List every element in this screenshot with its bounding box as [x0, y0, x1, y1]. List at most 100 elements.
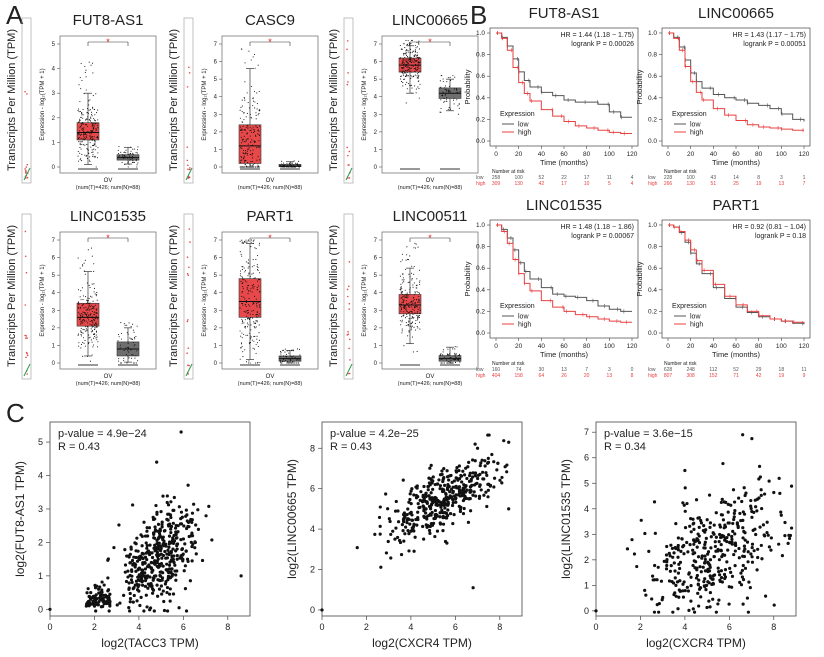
scatter-point	[719, 500, 723, 505]
scatter-point	[402, 520, 406, 524]
jitter-point	[407, 50, 409, 52]
scatter-point	[482, 477, 486, 481]
jitter-point	[410, 60, 412, 62]
tpm-strip-point	[25, 166, 28, 168]
jitter-point	[258, 285, 260, 287]
scatter-point	[706, 552, 710, 556]
jitter-point	[96, 318, 98, 320]
jitter-point	[93, 126, 95, 128]
scatter-point	[179, 522, 184, 526]
jitter-point	[409, 306, 411, 308]
tpm-strip-point	[186, 320, 189, 323]
jitter-point	[409, 314, 411, 316]
scatter-point	[408, 492, 412, 496]
jitter-point	[240, 147, 242, 149]
scatter-point	[772, 490, 776, 495]
jitter-point	[399, 288, 401, 291]
chart-title: PART1	[713, 197, 760, 214]
jitter-point	[80, 313, 82, 315]
scatter-point	[719, 543, 723, 547]
scatter-point	[175, 557, 179, 561]
scatter-point	[145, 565, 150, 569]
jitter-point	[89, 120, 92, 122]
jitter-point	[86, 355, 89, 357]
jitter-point	[444, 93, 446, 95]
y-tick-label: 1.0	[476, 222, 485, 229]
jitter-point	[400, 308, 403, 311]
jitter-point	[118, 146, 120, 148]
jitter-point	[79, 101, 81, 103]
tpm-strip-point	[24, 334, 26, 337]
scatter-point	[153, 525, 157, 529]
jitter-point	[450, 79, 452, 81]
scatter-point	[692, 521, 696, 525]
scatter-point	[749, 552, 753, 556]
jitter-point	[411, 336, 413, 338]
scatter-point	[135, 559, 140, 563]
x-tick-label: 80	[755, 151, 763, 158]
scatter-point	[373, 532, 377, 537]
jitter-point	[454, 355, 456, 357]
scatter-point	[130, 580, 134, 585]
jitter-point	[241, 282, 243, 284]
scatter-point	[778, 491, 782, 495]
scatter-point	[752, 549, 756, 553]
scatter-point	[786, 541, 790, 545]
jitter-point	[245, 301, 248, 304]
jitter-point	[405, 52, 407, 54]
scatter-point	[702, 524, 706, 528]
jitter-point	[95, 309, 97, 311]
jitter-point	[293, 355, 295, 357]
scatter-point	[731, 529, 735, 533]
jitter-point	[403, 311, 405, 313]
scatter-point	[146, 549, 151, 553]
km-line-low	[496, 32, 632, 118]
scatter-point	[190, 531, 194, 535]
jitter-point	[407, 258, 409, 261]
jitter-point	[405, 259, 407, 261]
jitter-point	[96, 157, 98, 159]
jitter-point	[406, 311, 408, 313]
tpm-strip-point	[26, 352, 28, 355]
jitter-point	[405, 324, 407, 327]
y-tick-label: 0.8	[476, 244, 485, 251]
jitter-point	[250, 290, 252, 292]
scatter-point	[459, 474, 464, 478]
scatter-point	[96, 603, 100, 607]
jitter-point	[281, 362, 283, 364]
jitter-point	[408, 330, 410, 332]
scatter-point	[699, 518, 703, 523]
jitter-point	[77, 134, 79, 136]
y-tick-label: 4	[214, 95, 218, 101]
tpm-strip-frame	[343, 17, 354, 184]
jitter-point	[245, 140, 247, 142]
jitter-point	[399, 57, 401, 59]
jitter-point	[85, 136, 87, 138]
jitter-point	[246, 152, 249, 155]
scatter-point	[396, 509, 400, 513]
scatter-point	[756, 555, 760, 560]
scatter-point	[470, 475, 475, 479]
jitter-point	[93, 136, 95, 138]
jitter-point	[414, 242, 416, 244]
jitter-point	[135, 335, 137, 338]
jitter-point	[296, 348, 299, 350]
jitter-point	[90, 116, 92, 118]
y-tick-label: 1	[52, 140, 56, 146]
jitter-point	[86, 282, 88, 284]
jitter-point	[411, 278, 413, 280]
scatter-point	[689, 584, 693, 588]
jitter-point	[404, 75, 406, 77]
jitter-point	[449, 76, 451, 78]
scatter-point	[730, 574, 735, 578]
jitter-point	[246, 92, 248, 94]
jitter-point	[77, 138, 80, 140]
jitter-point	[89, 323, 91, 325]
x-tick-label: 40	[538, 343, 546, 350]
jitter-point	[406, 67, 408, 69]
jitter-point	[88, 315, 90, 317]
km-line-low	[668, 32, 805, 122]
jitter-point	[445, 359, 448, 361]
scatter-point	[737, 496, 741, 500]
jitter-point	[411, 59, 413, 61]
